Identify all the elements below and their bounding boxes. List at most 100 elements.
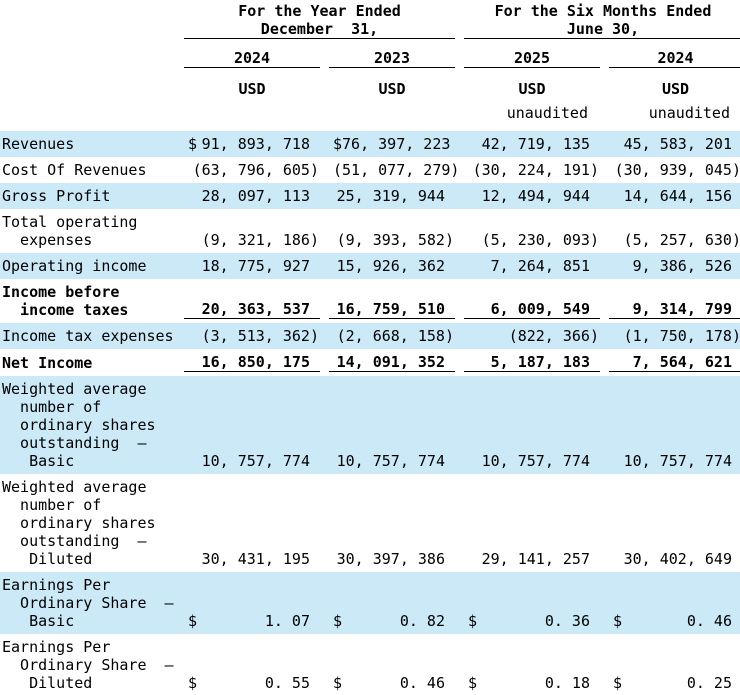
cell-value: 14, 644, 156 <box>623 187 732 205</box>
value-cell: (3, 513, 362) <box>184 327 320 345</box>
cell-value: 9, 314, 799 <box>632 300 732 318</box>
dollar-sign: $ <box>333 674 343 692</box>
year-header-fy2024: 2024 <box>184 49 320 68</box>
cell-value: (3, 513, 362) <box>201 327 319 345</box>
label-column-spacer <box>0 49 184 68</box>
value-cell: (51, 077, 279) <box>329 161 459 179</box>
dollar-sign: $ <box>333 612 343 630</box>
value-cell: 30, 402, 649 <box>609 550 740 568</box>
row-label: Weighted average number of ordinary shar… <box>2 380 156 470</box>
dollar-sign: $ <box>613 612 623 630</box>
audit-note-unaudited: unaudited <box>648 104 730 122</box>
currency-label: USD <box>518 80 546 98</box>
cell-value: 9, 386, 526 <box>632 257 732 275</box>
row-label: Income tax expenses <box>2 327 174 345</box>
row-label: Gross Profit <box>2 187 111 205</box>
cell-value: 0. 36 <box>544 612 590 630</box>
value-cell: 20, 363, 537 <box>184 300 320 319</box>
value-cell: 5, 187, 183 <box>464 353 600 372</box>
cell-value: 0. 18 <box>544 674 590 692</box>
cell-value: 16, 850, 175 <box>201 353 310 371</box>
dollar-sign: $ <box>468 612 478 630</box>
cell-value: 76, 397, 223 <box>342 135 451 153</box>
dollar-sign: $ <box>188 135 198 153</box>
column-group-gap <box>455 2 464 39</box>
currency-label: USD <box>661 80 690 98</box>
value-cell: 10, 757, 774 <box>609 452 740 470</box>
value-cell: (822, 366) <box>464 327 600 345</box>
value-cell: $0. 25 <box>609 674 740 692</box>
row-label: Earnings Per Ordinary Share – Basic <box>2 576 174 630</box>
table-row: Revenues $91, 893, 718 $76, 397, 223 42, 71… <box>0 131 740 157</box>
table-row: Cost Of Revenues (63, 796, 605) (51, 077, … <box>0 157 740 183</box>
row-label: Earnings Per Ordinary Share – Diluted <box>2 638 174 692</box>
year-header-hy2024: 2024 <box>609 49 740 68</box>
cell-value: 7, 564, 621 <box>632 353 732 371</box>
value-cell: (63, 796, 605) <box>184 161 320 179</box>
column-group-titles: For the Year Ended December 31, For the … <box>0 0 740 39</box>
currency-label: USD <box>378 80 406 98</box>
value-cell: (5, 230, 093) <box>464 231 600 249</box>
label-column-spacer <box>0 80 184 98</box>
value-cell: 9, 386, 526 <box>609 257 740 275</box>
cell-value: 42, 719, 135 <box>481 135 590 153</box>
cell-value: 10, 757, 774 <box>336 452 445 470</box>
dollar-sign: $ <box>188 674 198 692</box>
cell-value: 29, 141, 257 <box>481 550 590 568</box>
cell-value: 10, 757, 774 <box>481 452 590 470</box>
cell-value: 30, 431, 195 <box>201 550 310 568</box>
cell-value: (1, 750, 178) <box>623 327 740 345</box>
cell-value: 0. 46 <box>399 674 445 692</box>
year-header-hy2025: 2025 <box>464 49 600 68</box>
audit-note <box>329 104 455 122</box>
label-column-spacer <box>0 104 184 122</box>
value-cell: 7, 564, 621 <box>609 353 740 372</box>
value-cell: 42, 719, 135 <box>464 135 600 153</box>
cell-value: 0. 46 <box>686 612 732 630</box>
value-cell: (1, 750, 178) <box>609 327 740 345</box>
column-group-year-ended-title: For the Year Ended December 31, <box>184 2 455 39</box>
cell-value: 30, 397, 386 <box>336 550 445 568</box>
label-column-spacer <box>0 2 184 39</box>
cell-value: 20, 363, 537 <box>201 300 310 318</box>
cell-value: 12, 494, 944 <box>481 187 590 205</box>
cell-value: (5, 257, 630) <box>623 231 740 249</box>
value-cell: $91, 893, 718 <box>184 135 320 153</box>
cell-value: 28, 097, 113 <box>201 187 310 205</box>
year-header-fy2023: 2023 <box>329 49 455 68</box>
cell-value: 10, 757, 774 <box>623 452 732 470</box>
cell-value: 0. 25 <box>686 674 732 692</box>
cell-value: 16, 759, 510 <box>336 300 445 318</box>
value-cell: $76, 397, 223 <box>329 135 455 153</box>
value-cell: 30, 431, 195 <box>184 550 320 568</box>
table-row: Net Income 16, 850, 175 14, 091, 352 5, 187… <box>0 349 740 376</box>
cell-value: 7, 264, 851 <box>490 257 590 275</box>
value-cell: 18, 775, 927 <box>184 257 320 275</box>
unaudited-note-row: unaudited unaudited <box>0 98 740 131</box>
value-cell: $0. 46 <box>329 674 455 692</box>
value-cell: (30, 939, 045) <box>609 161 740 179</box>
cell-value: (5, 230, 093) <box>481 231 599 249</box>
row-label: Revenues <box>2 135 75 153</box>
value-cell: (9, 321, 186) <box>184 231 320 249</box>
table-row: Earnings Per Ordinary Share – Diluted $0.… <box>0 634 740 695</box>
row-label: Net Income <box>2 354 93 372</box>
cell-value: 45, 583, 201 <box>623 135 732 153</box>
value-cell: 16, 850, 175 <box>184 353 320 372</box>
table-row: Income before income taxes 20, 363, 537 16… <box>0 279 740 323</box>
cell-value: 5, 187, 183 <box>490 353 590 371</box>
value-cell: $0. 18 <box>464 674 600 692</box>
currency-header-row: USD USD USD USD <box>0 68 740 98</box>
cell-value: 91, 893, 718 <box>201 135 310 153</box>
cell-value: (9, 393, 582) <box>336 231 454 249</box>
value-cell: 10, 757, 774 <box>184 452 320 470</box>
table-body: Revenues $91, 893, 718 $76, 397, 223 42, 71… <box>0 131 740 695</box>
table-row: Total operating expenses (9, 321, 186) (9,… <box>0 209 740 253</box>
table-row: Earnings Per Ordinary Share – Basic $1. 0… <box>0 572 740 634</box>
row-label: Cost Of Revenues <box>2 161 147 179</box>
cell-value: 0. 82 <box>399 612 445 630</box>
cell-value: 0. 55 <box>264 674 310 692</box>
cell-value: 1. 07 <box>264 612 310 630</box>
row-label: Weighted average number of ordinary shar… <box>2 478 156 568</box>
